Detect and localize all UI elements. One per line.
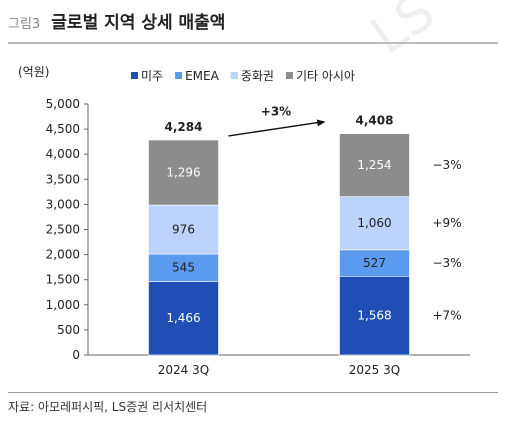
bar-0-2 (148, 204, 219, 255)
stacked-bar-chart: (억원) 미주 EMEA 중화권 기타 아시아 0 500 1,000 1,500 2,000… (18, 65, 470, 377)
legend: 미주 EMEA 중화권 기타 아시아 (131, 69, 355, 83)
legend-label-3: 기타 아시아 (296, 69, 355, 83)
figure-label: 그림3 (8, 17, 41, 32)
legend-label-2: 중화권 (241, 69, 274, 83)
bar-label-0-3: 1,296 (166, 166, 200, 180)
growth-series-label-0: +7% (433, 309, 462, 323)
y-tick-label-9: 4,500 (46, 122, 80, 136)
growth-series-label-1: −3% (433, 256, 462, 270)
bar-1-2 (339, 196, 410, 251)
y-tick-label-10: 5,000 (46, 97, 80, 111)
x-tick-label-0: 2024 3Q (158, 363, 209, 377)
y-tick-label-7: 3,500 (46, 172, 80, 186)
source-divider (8, 392, 498, 393)
x-tick-label-1: 2025 3Q (349, 363, 400, 377)
y-axis-label: (억원) (18, 65, 49, 79)
bar-0-1 (148, 253, 219, 282)
y-tick-label-4: 2,000 (46, 248, 80, 262)
bar-label-0-2: 976 (172, 223, 195, 237)
y-tick-label-8: 4,000 (46, 147, 80, 161)
legend-swatch-3 (285, 72, 293, 79)
bar-label-1-1: 527 (363, 256, 386, 270)
source-note: 자료: 아모레퍼시픽, LS증권 리서치센터 (8, 400, 208, 414)
bar-1-0 (339, 275, 410, 356)
legend-swatch-1 (175, 72, 183, 79)
axes: 0 500 1,000 1,500 2,000 2,500 3,000 3,500 4,000 4… (46, 97, 470, 377)
y-tick-label-5: 2,500 (46, 223, 80, 237)
bar-total-0: 4,284 (165, 120, 203, 134)
figure-title-text: 글로벌 지역 상세 매출액 (51, 13, 226, 33)
bar-label-1-2: 1,060 (357, 216, 391, 230)
bar-0-0 (148, 281, 219, 356)
bar-0-3 (148, 139, 219, 206)
y-tick-label-6: 3,000 (46, 197, 80, 211)
bar-label-1-3: 1,254 (357, 158, 391, 172)
title-underline (8, 42, 498, 44)
y-tick-label-0: 0 (72, 348, 80, 362)
y-tick-label-1: 500 (57, 323, 80, 337)
bar-total-1: 4,408 (356, 114, 394, 128)
growth-total-label: +3% (261, 105, 291, 119)
growth-arrow-head (316, 119, 326, 127)
legend-label-0: 미주 (141, 69, 163, 83)
bar-1-1 (339, 249, 410, 277)
growth-series-label-3: −3% (433, 158, 462, 172)
figure-title: 그림3 글로벌 지역 상세 매출액 (8, 10, 225, 36)
growth-arrow-line (228, 121, 324, 137)
bar-1-3 (339, 133, 410, 197)
legend-swatch-0 (131, 72, 138, 79)
legend-swatch-2 (230, 72, 238, 79)
y-tick-label-2: 1,000 (46, 298, 80, 312)
bar-label-0-1: 545 (172, 261, 195, 275)
y-tick-label-3: 1,500 (46, 273, 80, 287)
bars: 1,466 545 976 1,296 4,284 1,568 527 1,060 1,254 4… (148, 114, 410, 356)
bar-label-0-0: 1,466 (166, 311, 200, 325)
legend-label-1: EMEA (185, 69, 220, 83)
growth-series-label-2: +9% (433, 216, 462, 230)
annotations: +3% +7% −3% +9% −3% (228, 105, 462, 323)
bar-label-1-0: 1,568 (357, 309, 391, 323)
